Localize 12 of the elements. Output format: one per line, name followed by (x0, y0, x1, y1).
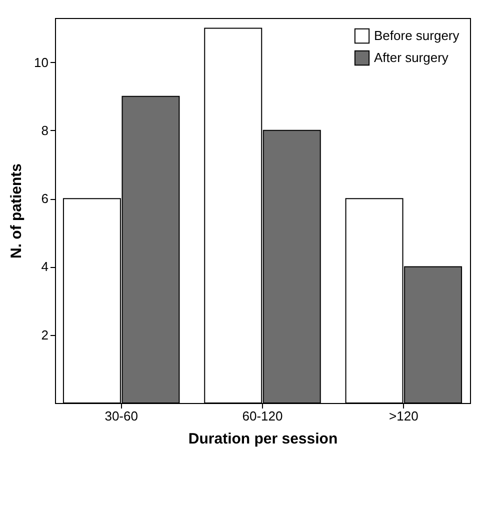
y-tick-label: 10 (34, 54, 48, 70)
x-tick-label: 60-120 (242, 408, 283, 424)
y-tick-label: 8 (41, 122, 48, 138)
legend-label: Before surgery (374, 28, 460, 43)
y-tick-label: 2 (41, 327, 48, 342)
legend-label: After surgery (374, 50, 449, 65)
y-axis-title: N. of patients (8, 163, 26, 259)
x-tick-label: 30-60 (104, 408, 138, 424)
x-tick-label: >120 (389, 408, 418, 424)
y-tick-label: 4 (41, 259, 48, 274)
x-axis-title: Duration per session (188, 430, 338, 448)
y-tick-label: 6 (41, 191, 48, 206)
